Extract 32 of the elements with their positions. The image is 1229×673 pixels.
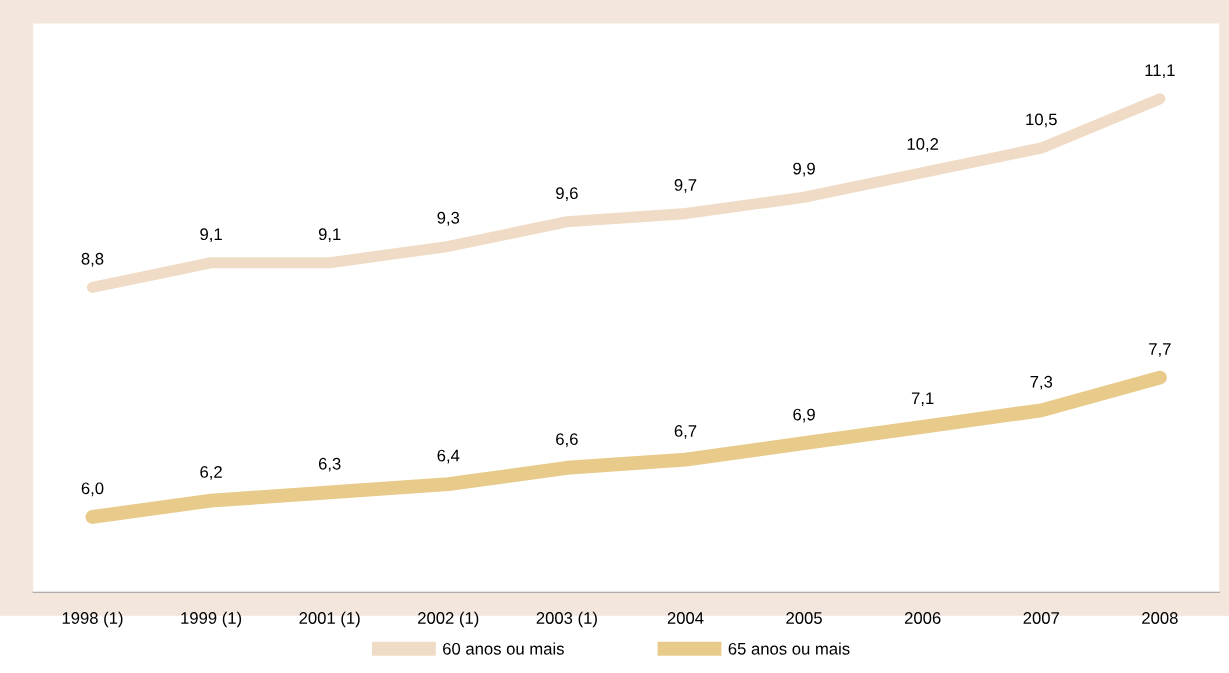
data-label: 6,9	[793, 408, 815, 423]
x-tick-label: 1999 (1)	[181, 611, 242, 628]
data-label: 10,5	[1026, 113, 1057, 128]
x-tick-label: 2003 (1)	[536, 611, 597, 628]
legend-label: 65 anos ou mais	[728, 642, 850, 655]
data-label: 11,1	[1145, 64, 1175, 79]
x-tick-label: 2007	[1023, 612, 1059, 624]
x-tick-label: 2005	[786, 612, 822, 624]
x-tick-label: 2002 (1)	[418, 611, 479, 628]
data-label: 10,2	[907, 138, 939, 152]
x-tick-label: 1998 (1)	[62, 611, 123, 628]
data-label: 6,6	[556, 433, 578, 448]
data-label: 6,7	[674, 425, 697, 439]
data-label: 9,9	[793, 162, 815, 177]
x-tick-label: 2008	[1142, 612, 1178, 624]
x-tick-label: 2004	[667, 612, 704, 624]
data-label: 9,1	[200, 228, 222, 243]
x-tick-label: 2006	[904, 612, 941, 624]
data-label: 6,3	[318, 457, 341, 472]
data-label: 7,3	[1030, 375, 1053, 390]
data-label: 9,7	[674, 179, 697, 193]
x-tick-label: 2001 (1)	[299, 611, 360, 628]
data-label: 6,4	[437, 449, 460, 464]
data-label: 9,6	[556, 187, 578, 202]
legend-label: 60 anos ou mais	[443, 642, 564, 655]
data-label: 9,1	[318, 228, 341, 243]
data-label: 8,8	[81, 252, 104, 267]
data-label: 7,7	[1149, 343, 1171, 357]
data-label: 9,3	[437, 211, 460, 226]
data-label: 6,0	[81, 482, 104, 497]
data-label: 7,1	[911, 392, 934, 407]
data-label: 6,2	[200, 466, 222, 480]
